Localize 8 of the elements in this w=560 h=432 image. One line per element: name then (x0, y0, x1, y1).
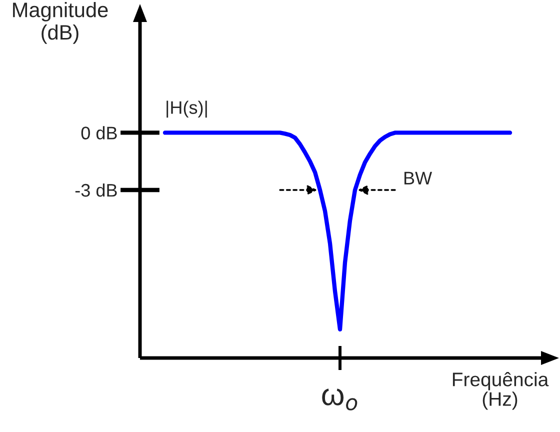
y-axis-title: Magnitude (dB) (13, 2, 108, 44)
line-series (162, 130, 512, 332)
annotation: BW (404, 172, 432, 184)
y-tick-label: -3 dB (75, 183, 117, 197)
x-tick-label: ω$_{o}$ (322, 388, 358, 410)
series-label: |H(s)| (166, 100, 207, 118)
y-tick-label: 0 dB (81, 126, 117, 140)
x-axis-title: Frequência (Hz) (452, 372, 549, 410)
